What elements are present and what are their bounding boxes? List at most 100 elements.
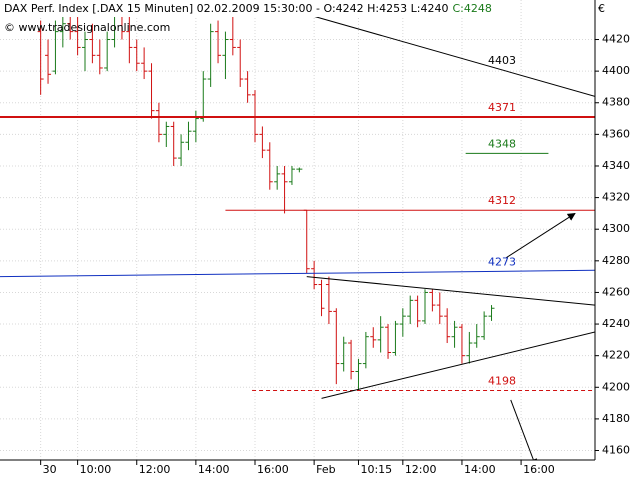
ohlc-bar xyxy=(385,324,392,359)
ohlc-bar xyxy=(133,39,140,72)
ohlc-bar xyxy=(377,316,384,353)
ohlc-bar xyxy=(436,292,443,325)
line-label: 4198 xyxy=(488,374,516,387)
ohlc-bar xyxy=(96,39,103,75)
ohlc-bar xyxy=(178,134,185,166)
line-label: 4273 xyxy=(488,255,516,268)
x-tick-label: 10:15 xyxy=(360,463,392,476)
line-label: 4403 xyxy=(488,54,516,67)
ohlc-bar xyxy=(185,121,192,151)
trend-line xyxy=(0,269,595,278)
ohlc-bar xyxy=(126,15,133,64)
ohlc-bar xyxy=(318,279,325,317)
ohlc-bar xyxy=(244,71,251,103)
ohlc-bar xyxy=(141,47,148,80)
arrow xyxy=(506,212,576,259)
ohlc-bar xyxy=(473,324,480,348)
ohlc-bar xyxy=(89,23,96,64)
ohlc-bar xyxy=(207,23,214,87)
x-tick-label: 14:00 xyxy=(198,463,230,476)
ohlc-bar xyxy=(259,126,266,159)
y-tick-label: 4240 xyxy=(602,317,630,330)
ohlc-bar xyxy=(37,20,44,95)
ohlc-bar xyxy=(296,167,303,173)
arrow xyxy=(510,399,538,460)
ohlc-bar xyxy=(155,102,162,143)
ohlc-bar xyxy=(266,142,273,190)
ohlc-bar xyxy=(311,260,318,290)
chart-title: DAX Perf. Index [.DAX 15 Minuten] 02.02.… xyxy=(4,2,448,15)
y-tick-label: 4400 xyxy=(602,64,630,77)
y-tick-label: 4200 xyxy=(602,380,630,393)
ohlc-bar xyxy=(274,165,281,190)
x-tick-label: 16:00 xyxy=(523,463,555,476)
ohlc-bar xyxy=(74,15,81,56)
x-tick-label: 10:00 xyxy=(80,463,112,476)
x-tick-label: 14:00 xyxy=(464,463,496,476)
ohlc-bar xyxy=(340,336,347,372)
ohlc-bar xyxy=(355,358,362,391)
header-bg xyxy=(0,0,500,17)
ohlc-bar xyxy=(407,295,414,325)
grid xyxy=(0,0,595,460)
ohlc-bar xyxy=(451,320,458,348)
ohlc-bar xyxy=(288,165,295,185)
ohlc-bar xyxy=(45,39,52,84)
trend-line xyxy=(306,276,595,306)
y-tick-label: 4320 xyxy=(602,191,630,204)
y-tick-label: 4180 xyxy=(602,412,630,425)
y-tick-label: 4160 xyxy=(602,444,630,457)
y-tick-label: 4280 xyxy=(602,254,630,267)
ohlc-bar xyxy=(444,308,451,344)
ohlc-bar xyxy=(148,63,155,119)
ohlc-bar xyxy=(170,121,177,166)
plot-area xyxy=(0,4,595,460)
ohlc-bar xyxy=(488,305,495,321)
y-tick-label: 4220 xyxy=(602,349,630,362)
title-close: C:4248 xyxy=(452,2,491,15)
source: © www.tradesignalonline.com xyxy=(4,21,170,34)
ohlc-bar xyxy=(215,20,222,64)
trend-line xyxy=(321,331,595,399)
x-tick-label: 30 xyxy=(43,463,57,476)
ohlc-bar xyxy=(237,39,244,87)
ohlc-bar xyxy=(82,31,88,72)
ohlc-bar xyxy=(458,324,465,364)
ohlc-bar xyxy=(370,327,377,348)
ohlc-bar xyxy=(362,331,369,369)
currency: € xyxy=(598,2,605,15)
ohlc-bar xyxy=(222,31,229,80)
ohlc-bar xyxy=(399,308,406,337)
y-tick-label: 4360 xyxy=(602,127,630,140)
line-label: 4371 xyxy=(488,101,516,114)
x-tick-label: 12:00 xyxy=(405,463,437,476)
ohlc-bar xyxy=(466,331,473,364)
trend-line xyxy=(306,13,595,97)
ohlc-bar xyxy=(429,289,436,312)
ohlc-bar xyxy=(481,311,488,340)
y-tick-label: 4260 xyxy=(602,285,630,298)
ohlc-bar xyxy=(422,289,428,325)
ohlc-bar xyxy=(192,110,199,143)
ohlc-bar xyxy=(325,276,332,325)
ohlc-bar xyxy=(414,295,421,328)
y-tick-label: 4380 xyxy=(602,96,630,109)
axes: 4160 4180 4200 4220 4240 4260 4280 4300 4320 4340… xyxy=(40,33,630,476)
x-tick-label: 12:00 xyxy=(139,463,171,476)
ohlc-bar xyxy=(281,165,288,214)
x-tick-label: 16:00 xyxy=(257,463,289,476)
x-tick-label: Feb xyxy=(316,463,335,476)
ohlc-bar xyxy=(104,31,111,72)
ohlc-bar xyxy=(348,339,355,380)
y-tick-label: 4300 xyxy=(602,222,630,235)
y-tick-label: 4340 xyxy=(602,159,630,172)
ohlc-bar xyxy=(163,121,170,148)
line-label: 4348 xyxy=(488,137,516,150)
ohlc-bar xyxy=(200,71,207,122)
line-label: 4312 xyxy=(488,194,516,207)
ohlc-bar xyxy=(392,320,399,356)
ohlc-bar xyxy=(52,20,59,75)
